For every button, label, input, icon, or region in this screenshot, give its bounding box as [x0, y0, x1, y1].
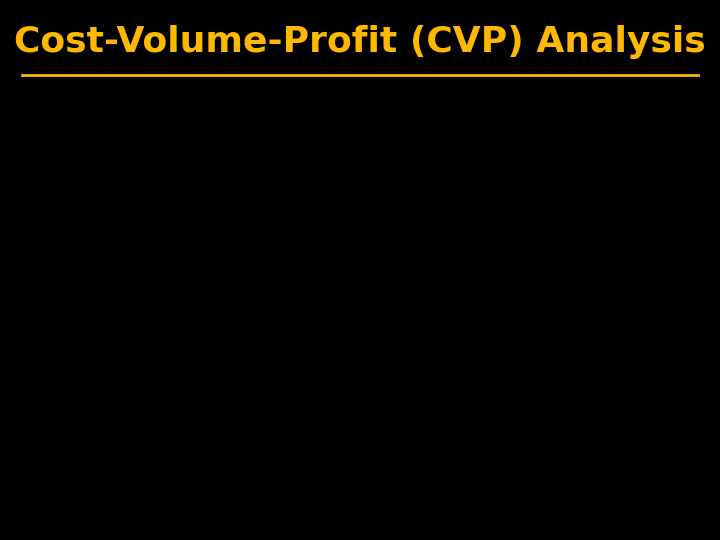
Text: $125: $125: [302, 419, 352, 437]
Text: Selling Price: Selling Price: [50, 419, 177, 437]
Text: CM Ratio: CM Ratio: [241, 241, 328, 260]
Text: Breakeven in Unit =: Breakeven in Unit =: [29, 334, 248, 353]
Text: - Variable costs: - Variable costs: [50, 460, 206, 478]
Text: 75: 75: [386, 364, 410, 383]
Text: Cost-Volume-Profit (CVP) Analysis: Cost-Volume-Profit (CVP) Analysis: [14, 25, 706, 59]
Text: Example on page 2-9: Example on page 2-9: [29, 129, 251, 150]
Text: = $150,000 = $250,000: = $150,000 = $250,000: [364, 181, 576, 201]
Text: $150,000 = 2,000 units: $150,000 = 2,000 units: [353, 305, 590, 323]
Text: Total Fixed Costs: Total Fixed Costs: [203, 181, 366, 200]
Text: Total Fixed Costs =: Total Fixed Costs =: [178, 305, 362, 323]
Text: Breakeven in Dollars =: Breakeven in Dollars =: [29, 211, 280, 230]
Text: .60: .60: [426, 241, 456, 260]
Text: CM per Unit: CM per Unit: [212, 364, 328, 383]
Text: 75: 75: [302, 500, 328, 518]
Text: CM per Unit (60% X 125): CM per Unit (60% X 125): [50, 500, 300, 518]
